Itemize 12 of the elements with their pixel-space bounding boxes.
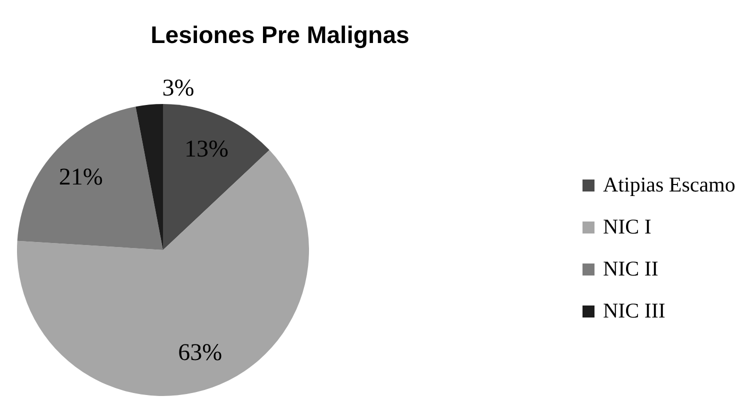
legend-label: NIC II — [603, 256, 658, 280]
pie-slice — [163, 104, 270, 250]
legend-label: Atipias Escamo — [603, 172, 736, 196]
legend-label: NIC III — [603, 298, 666, 322]
data-label: 3% — [162, 76, 194, 102]
data-label: 21% — [58, 164, 103, 191]
data-label: 13% — [184, 136, 228, 163]
pie-slice — [136, 104, 163, 250]
data-label: 63% — [178, 340, 222, 366]
legend-label: NIC I — [603, 214, 652, 238]
chart-title: Lesiones Pre Malignas — [150, 22, 410, 49]
pie-slice — [17, 106, 163, 250]
